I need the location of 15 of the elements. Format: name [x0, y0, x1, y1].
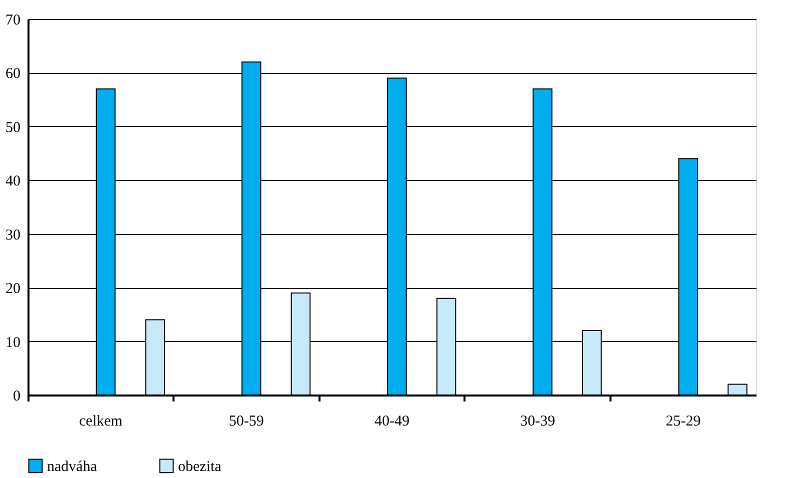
y-tick-label: 0	[13, 388, 20, 404]
legend-label: nadváha	[47, 458, 98, 475]
x-tick-label: 30-39	[520, 414, 556, 430]
x-tick-label: celkem	[79, 414, 123, 430]
x-tick-label: 25-29	[666, 414, 701, 430]
y-tick-label: 60	[6, 66, 20, 82]
y-tick-label: 10	[6, 334, 20, 351]
y-tick-label: 70	[6, 12, 20, 28]
y-tick-label: 50	[6, 120, 20, 136]
y-tick-label: 30	[6, 227, 20, 244]
y-tick-label: 20	[6, 281, 20, 298]
legend-label: obezita	[178, 458, 222, 475]
x-tick-label: 50-59	[228, 414, 264, 430]
x-tick-label: 40-49	[374, 414, 410, 430]
y-tick-label: 40	[6, 174, 20, 190]
